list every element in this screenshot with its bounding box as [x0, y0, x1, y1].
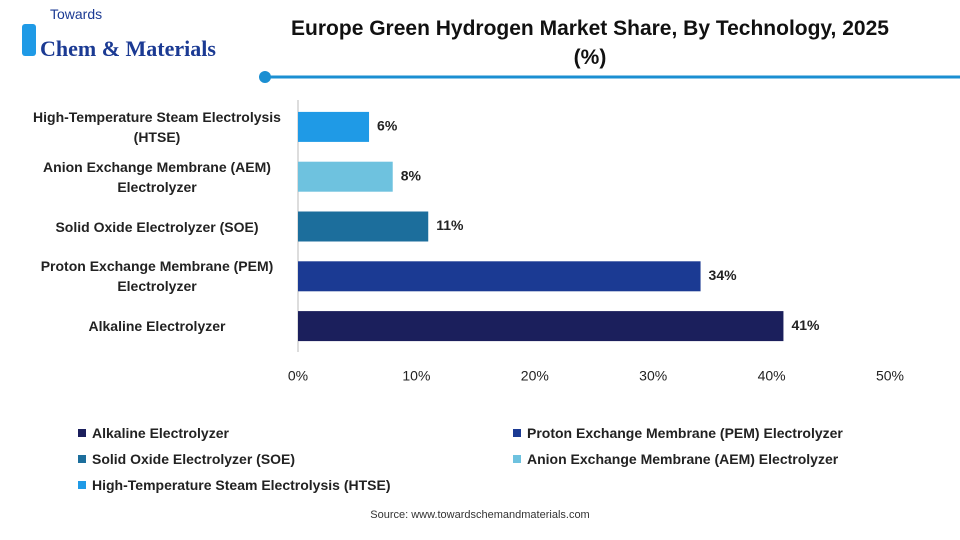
x-tick-label: 30%: [639, 368, 667, 384]
legend-label: Alkaline Electrolyzer: [92, 425, 229, 441]
value-label: 8%: [401, 167, 422, 183]
legend-swatch: [513, 455, 521, 463]
legend-swatch: [78, 455, 86, 463]
value-label: 6%: [377, 118, 398, 134]
legend-swatch: [78, 429, 86, 437]
bar: [298, 311, 784, 342]
x-tick-label: 40%: [758, 368, 786, 384]
value-label: 34%: [709, 267, 738, 283]
x-tick-label: 0%: [288, 368, 308, 384]
legend-label: Proton Exchange Membrane (PEM) Electroly…: [527, 425, 843, 441]
legend-swatch: [513, 429, 521, 437]
y-tick-label: Solid Oxide Electrolyzer (SOE): [55, 218, 259, 235]
y-tick-label: Alkaline Electrolyzer: [88, 318, 226, 335]
source: Source: www.towardschemandmaterials.com: [370, 509, 590, 521]
logo-icon: [22, 24, 36, 56]
bar: [298, 111, 370, 142]
y-tick-label: High-Temperature Steam Electrolysis (HTS…: [33, 108, 281, 145]
y-tick-label: Proton Exchange Membrane (PEM) Electroly…: [40, 258, 274, 295]
bar: [298, 261, 701, 292]
legend-label: High-Temperature Steam Electrolysis (HTS…: [92, 477, 391, 493]
logo-top: Towards: [50, 6, 103, 22]
legend-swatch: [78, 481, 86, 489]
bar: [298, 161, 393, 192]
logo-name: Chem & Materials: [40, 36, 216, 61]
x-tick-label: 10%: [402, 368, 430, 384]
legend-label: Anion Exchange Membrane (AEM) Electrolyz…: [527, 451, 839, 467]
bar: [298, 211, 429, 242]
y-tick-label: Anion Exchange Membrane (AEM) Electrolyz…: [43, 158, 271, 195]
chart-title: Europe Green Hydrogen Market Share, By T…: [291, 17, 889, 69]
title-rule-dot: [259, 71, 271, 83]
value-label: 11%: [436, 217, 464, 233]
legend-label: Solid Oxide Electrolyzer (SOE): [92, 451, 296, 467]
x-tick-label: 20%: [521, 368, 549, 384]
x-tick-label: 50%: [876, 368, 904, 384]
value-label: 41%: [791, 317, 820, 333]
